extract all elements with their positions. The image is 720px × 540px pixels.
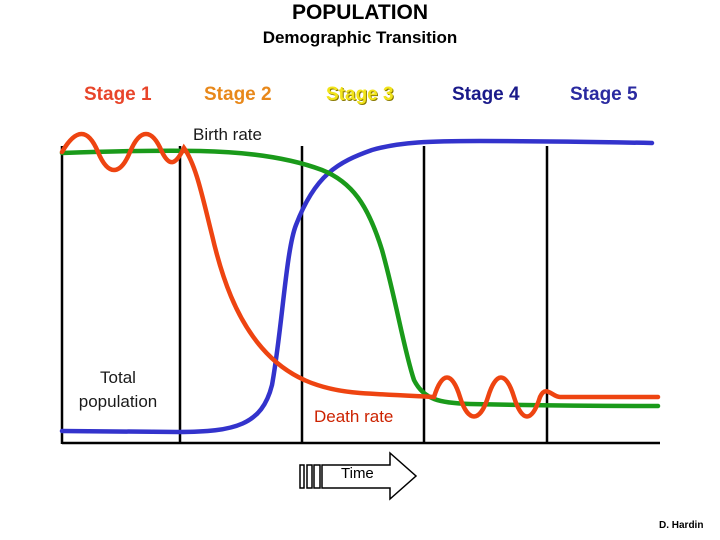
time-arrow <box>299 451 418 501</box>
total-population-label: Total population <box>78 368 158 411</box>
stage-3-label: Stage 3 <box>326 84 394 105</box>
birth-rate-label: Birth rate <box>193 125 262 144</box>
time-arrow-bar-3 <box>313 464 321 489</box>
time-arrow-bar-2 <box>306 464 313 489</box>
death-rate-label: Death rate <box>314 407 394 426</box>
stage-2-label: Stage 2 <box>204 84 272 105</box>
author-credit: D. Hardin <box>659 520 704 531</box>
time-label: Time <box>341 465 374 482</box>
stage-1-label: Stage 1 <box>84 84 152 105</box>
stage-5-label: Stage 5 <box>570 84 638 105</box>
total-population-curve <box>59 138 655 435</box>
death-rate-curve <box>59 131 661 419</box>
time-arrow-bar-1 <box>299 464 305 489</box>
stage-4-label: Stage 4 <box>452 84 520 105</box>
diagram-subtitle: Demographic Transition <box>262 28 458 47</box>
diagram-title: POPULATION <box>291 1 429 24</box>
time-arrow-head <box>321 451 418 501</box>
